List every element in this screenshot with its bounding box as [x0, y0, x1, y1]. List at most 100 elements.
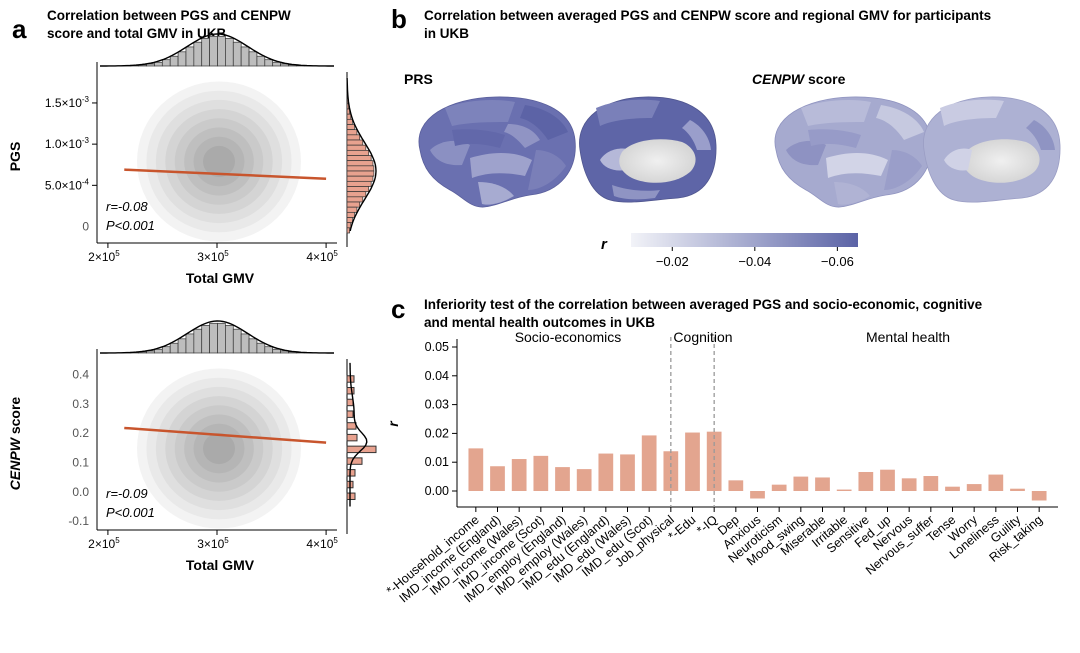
right-histogram-bin [346, 155, 372, 162]
right-histogram-bin [346, 492, 356, 501]
top-histogram-bin [217, 322, 226, 354]
bar [750, 491, 765, 499]
trend-line [124, 426, 327, 444]
right-histogram-bin [346, 386, 355, 395]
x-tick-mantissa: 3×10 [197, 537, 224, 551]
y-tick-mantissa: 1.5×10 [45, 96, 82, 110]
y-axis-label-suffix: score [7, 397, 23, 438]
y-tick-label: 0.03 [425, 398, 449, 412]
colorbar-tick-label: −0.02 [656, 254, 689, 269]
top-histogram-bin [256, 55, 266, 67]
panel-b-title-line-2: in UKB [424, 26, 469, 41]
x-tick-mantissa: 2×10 [88, 537, 115, 551]
top-histogram-bin [161, 59, 171, 67]
top-histogram-bin [264, 59, 274, 67]
x-tick-label: 4×105 [306, 536, 338, 551]
right-histogram-bin [346, 144, 367, 151]
y-tick-label: 0.1 [72, 456, 89, 470]
right-density-curve [349, 362, 368, 507]
y-tick-mantissa: 5.0×10 [45, 178, 82, 192]
bar [793, 476, 809, 491]
bar [945, 486, 960, 491]
brain-prs-lateral [418, 96, 576, 208]
y-tick-label: 0.4 [72, 368, 89, 382]
bar [533, 455, 549, 491]
panel-c-title-line-2: and mental health outcomes in UKB [424, 315, 655, 330]
x-tick-label: 4×105 [306, 249, 338, 264]
right-histogram-bin [346, 398, 354, 407]
top-histogram-bin [185, 333, 195, 354]
bar [901, 478, 917, 491]
x-tick-exponent: 5 [333, 536, 338, 545]
top-histogram-bin [185, 46, 195, 67]
top-histogram-bin [272, 348, 281, 354]
right-histogram-bin [346, 134, 361, 141]
y-tick-label: 1.0×10-3 [45, 136, 90, 151]
top-histogram-bin [240, 46, 250, 67]
y-tick-mantissa: 1.0×10 [45, 137, 82, 151]
top-histogram-bin [225, 38, 234, 67]
panel-a-title-line-1: Correlation between PGS and CENPW [47, 8, 291, 23]
y-tick-label: 5.0×10-4 [45, 177, 90, 192]
y-tick-label: 0.00 [425, 484, 449, 498]
right-histogram-bin [346, 165, 375, 172]
bar [1031, 491, 1047, 501]
right-histogram-bin [346, 139, 364, 146]
p-value-annotation: P<0.001 [106, 218, 155, 233]
x-tick-exponent: 5 [224, 249, 229, 258]
brain-map-label-prs: PRS [404, 71, 433, 87]
panel-letter-a: a [12, 14, 27, 44]
top-histogram-bin [209, 322, 218, 354]
x-tick-mantissa: 2×10 [88, 250, 115, 264]
bar [555, 467, 570, 491]
top-histogram-bin [209, 35, 218, 67]
bar [598, 453, 614, 491]
y-axis-label: CENPW score [7, 397, 23, 491]
density-contour-level [203, 145, 235, 178]
y-tick-mantissa: 0.2 [72, 426, 89, 440]
y-tick-exponent: -3 [82, 95, 90, 104]
density-plot-cenpw: 0.40.30.20.10.0-0.12×105 3×105 4×105Total … [7, 320, 377, 573]
y-tick-label: 1.5×10-3 [45, 95, 90, 110]
right-histogram-bin [346, 410, 354, 418]
top-histogram-bin [232, 328, 242, 354]
y-tick-mantissa: -0.1 [68, 514, 89, 528]
right-histogram-bin [346, 422, 357, 430]
y-tick-mantissa: 0.3 [72, 397, 89, 411]
right-histogram-bin [346, 457, 363, 465]
y-axis-label: r [385, 420, 401, 427]
right-histogram-bin [346, 196, 364, 203]
right-histogram-bin [346, 129, 358, 136]
top-histogram-bin [177, 338, 187, 354]
panel-a-title-line-2: score and total GMV in UKB [47, 26, 227, 41]
y-tick-label: 0.2 [72, 426, 89, 440]
density-contour-level [203, 432, 235, 465]
right-histogram-bin [346, 149, 370, 156]
top-histogram-bin [193, 328, 203, 354]
top-histogram-bin [201, 38, 210, 67]
x-tick-label: 3×105 [197, 249, 229, 264]
bar [815, 477, 830, 491]
bar [620, 454, 635, 491]
right-histogram-bin [346, 118, 353, 125]
bar [468, 448, 484, 491]
right-histogram-bin [346, 170, 375, 177]
right-histogram-bin [346, 217, 353, 224]
bar [836, 489, 852, 491]
bar [728, 480, 744, 491]
right-histogram-bin [346, 433, 358, 442]
group-label: Cognition [673, 329, 732, 345]
right-density-curve [346, 77, 377, 232]
colorbar-tick-label: −0.06 [821, 254, 854, 269]
y-tick-label: 0.05 [425, 340, 449, 354]
y-tick-label: 0.02 [425, 426, 449, 440]
cenpw-italic-label: CENPW [752, 71, 806, 87]
top-histogram-bin [232, 41, 242, 67]
top-histogram-bin [217, 35, 226, 67]
top-density-curve [100, 320, 334, 354]
bar [1010, 488, 1025, 491]
top-histogram-bin [177, 51, 187, 67]
x-tick-exponent: 5 [224, 536, 229, 545]
bar-chart-inferiority: 0.050.040.030.020.010.00r*-Household_inc… [384, 329, 1058, 605]
correlation-annotation: r=-0.08 [106, 199, 148, 214]
